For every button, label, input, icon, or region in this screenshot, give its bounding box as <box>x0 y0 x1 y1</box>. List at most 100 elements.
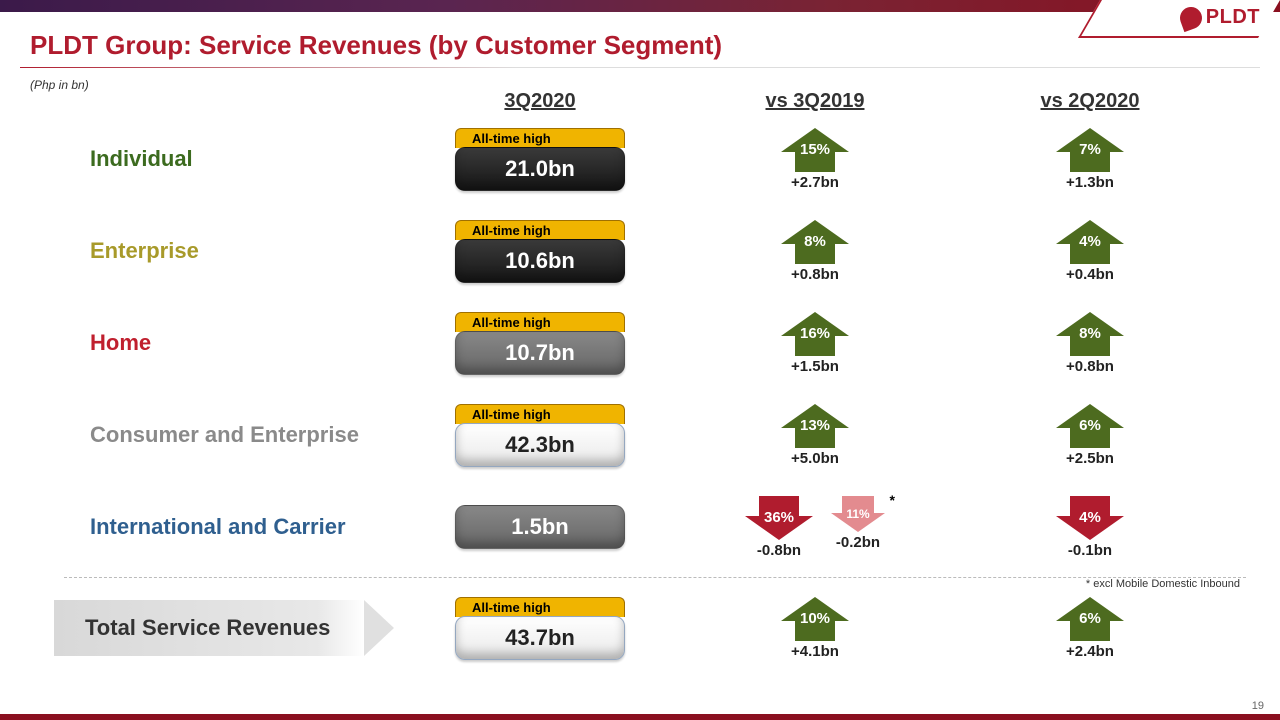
up-arrow-block: 8% +0.8bn <box>1056 312 1124 375</box>
total-row: Total Service Revenues All-time high43.7… <box>30 582 1250 674</box>
arrow-percent: 6% <box>1079 417 1101 434</box>
down-arrow-block: 36% -0.8bn <box>745 496 813 559</box>
brand-name: PLDT <box>1206 6 1260 29</box>
page-number: 19 <box>1252 700 1264 712</box>
vs-2019-cell: 15% +2.7bn <box>670 128 960 191</box>
up-arrow-icon: 7% <box>1056 128 1124 172</box>
arrow-percent: 4% <box>1079 509 1101 526</box>
header-vs-2q2020: vs 2Q2020 <box>960 90 1220 113</box>
arrow-percent: 16% <box>800 325 830 342</box>
arrow-percent: 6% <box>1079 610 1101 627</box>
all-time-high-badge: All-time high <box>455 128 625 148</box>
vs-2q20-cell: 4% +0.4bn <box>960 220 1220 283</box>
arrow-sublabel: -0.1bn <box>1068 542 1112 559</box>
up-arrow-icon: 16% <box>781 312 849 356</box>
segment-label: Consumer and Enterprise <box>30 422 410 448</box>
segment-row: IndividualAll-time high21.0bn15%+2.7bn7%… <box>30 113 1250 205</box>
all-time-high-badge: All-time high <box>455 220 625 240</box>
header-3q2020: 3Q2020 <box>410 90 670 113</box>
up-arrow-icon: 10% <box>781 597 849 641</box>
up-arrow-block: 4% +0.4bn <box>1056 220 1124 283</box>
separator-dashed <box>64 577 1246 578</box>
value-pill: 10.7bn <box>455 331 625 375</box>
arrow-sublabel: +2.7bn <box>791 174 839 191</box>
arrow-sublabel: +0.4bn <box>1066 266 1114 283</box>
all-time-high-badge: All-time high <box>455 404 625 424</box>
arrow-percent: 8% <box>1079 325 1101 342</box>
arrow-percent: 15% <box>800 141 830 158</box>
arrow-sublabel: -0.8bn <box>757 542 801 559</box>
up-arrow-block: 15% +2.7bn <box>781 128 849 191</box>
up-arrow-icon: 8% <box>1056 312 1124 356</box>
down-arrow-icon: 4% <box>1056 496 1124 540</box>
total-vs-2q20: 6% +2.4bn <box>960 597 1220 660</box>
value-pill: 1.5bn <box>455 505 625 549</box>
total-label-bg: Total Service Revenues <box>30 600 410 656</box>
arrow-percent: 7% <box>1079 141 1101 158</box>
all-time-high-badge: All-time high <box>455 312 625 332</box>
up-arrow-block: 16%+1.5bn <box>781 312 849 375</box>
arrow-percent: 8% <box>804 233 826 250</box>
footnote: * excl Mobile Domestic Inbound <box>1086 578 1240 590</box>
value-cell: All-time high42.3bn <box>410 404 670 467</box>
segment-row: International and Carrier1.5bn36%-0.8bn1… <box>30 481 1250 573</box>
down-arrow-icon: 11% <box>831 496 885 532</box>
segment-row: EnterpriseAll-time high10.6bn8%+0.8bn4%+… <box>30 205 1250 297</box>
segment-label: Enterprise <box>30 238 410 264</box>
vs-2q20-cell: 4% -0.1bn <box>960 496 1220 559</box>
vs-2q20-cell: 6% +2.5bn <box>960 404 1220 467</box>
all-time-high-badge: All-time high <box>455 597 625 617</box>
up-arrow-block: 8% +0.8bn <box>781 220 849 283</box>
arrow-sublabel: +0.8bn <box>1066 358 1114 375</box>
value-cell: All-time high10.7bn <box>410 312 670 375</box>
arrow-percent: 11% <box>846 507 869 521</box>
revenue-table: 3Q2020 vs 3Q2019 vs 2Q2020 IndividualAll… <box>30 90 1250 674</box>
arrow-percent: 10% <box>800 610 830 627</box>
top-gradient-bar <box>0 0 1280 12</box>
segment-label: Home <box>30 330 410 356</box>
down-arrow-block: 11%*-0.2bn <box>831 496 885 551</box>
down-arrow-icon: 36% <box>745 496 813 540</box>
vs-2q20-cell: 8% +0.8bn <box>960 312 1220 375</box>
bottom-bar <box>0 714 1280 720</box>
arrow-percent: 36% <box>764 509 794 526</box>
asterisk-marker: * <box>890 492 895 508</box>
pldt-logo-icon <box>1177 3 1205 31</box>
value-pill: 10.6bn <box>455 239 625 283</box>
header-vs-3q2019: vs 3Q2019 <box>670 90 960 113</box>
arrow-sublabel: +1.3bn <box>1066 174 1114 191</box>
value-cell: 1.5bn <box>410 505 670 549</box>
arrow-sublabel: +2.5bn <box>1066 450 1114 467</box>
arrow-sublabel: +0.8bn <box>791 266 839 283</box>
up-arrow-block: 7% +1.3bn <box>1056 128 1124 191</box>
total-vs-2019: 10% +4.1bn <box>670 597 960 660</box>
up-arrow-icon: 6% <box>1056 404 1124 448</box>
segment-label: Individual <box>30 146 410 172</box>
vs-2019-cell: 13% +5.0bn <box>670 404 960 467</box>
total-label: Total Service Revenues <box>30 615 330 641</box>
value-cell: All-time high10.6bn <box>410 220 670 283</box>
vs-2019-cell: 8% +0.8bn <box>670 220 960 283</box>
up-arrow-icon: 13% <box>781 404 849 448</box>
arrow-sublabel: +4.1bn <box>791 643 839 660</box>
value-cell: All-time high21.0bn <box>410 128 670 191</box>
up-arrow-icon: 4% <box>1056 220 1124 264</box>
value-pill: 21.0bn <box>455 147 625 191</box>
vs-2q20-cell: 7% +1.3bn <box>960 128 1220 191</box>
brand-logo: PLDT <box>1180 6 1260 29</box>
arrow-percent: 4% <box>1079 233 1101 250</box>
arrow-sublabel: +5.0bn <box>791 450 839 467</box>
down-arrow-block: 4% -0.1bn <box>1056 496 1124 559</box>
arrow-sublabel: +2.4bn <box>1066 643 1114 660</box>
value-pill: 42.3bn <box>455 423 625 467</box>
value-pill: 43.7bn <box>455 616 625 660</box>
up-arrow-block: 10% +4.1bn <box>781 597 849 660</box>
vs-2019-cell: 36% -0.8bn 11%*-0.2bn <box>670 496 960 559</box>
total-value-cell: All-time high43.7bn <box>410 597 670 660</box>
up-arrow-icon: 15% <box>781 128 849 172</box>
up-arrow-block: 13% +5.0bn <box>781 404 849 467</box>
column-headers: 3Q2020 vs 3Q2019 vs 2Q2020 <box>30 90 1250 113</box>
segment-row: HomeAll-time high10.7bn16%+1.5bn8%+0.8bn <box>30 297 1250 389</box>
up-arrow-icon: 6% <box>1056 597 1124 641</box>
up-arrow-block: 6% +2.5bn <box>1056 404 1124 467</box>
